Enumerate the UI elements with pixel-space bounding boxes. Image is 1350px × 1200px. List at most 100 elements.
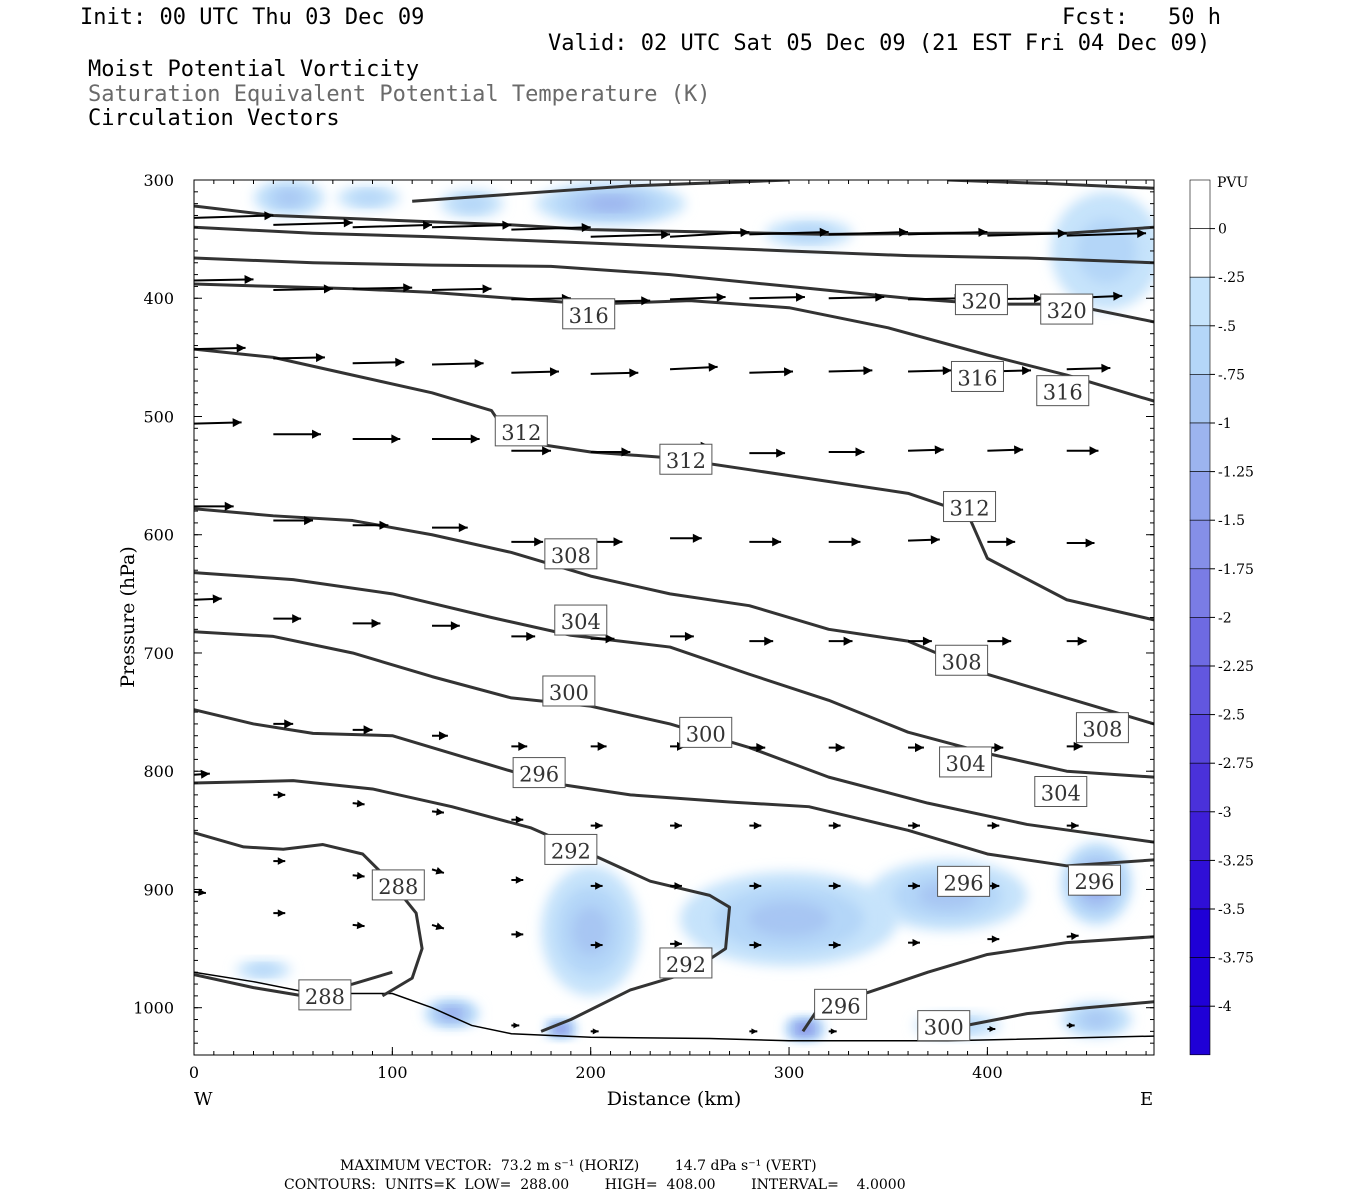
circulation-vector bbox=[511, 297, 571, 301]
circulation-vector bbox=[669, 296, 726, 301]
circulation-vector-head bbox=[1014, 445, 1024, 455]
circulation-vector-head bbox=[312, 429, 321, 439]
y-tick-label: 1000 bbox=[133, 999, 174, 1018]
contour-label: 296 bbox=[821, 994, 861, 1018]
colorbar-swatch bbox=[1189, 617, 1211, 667]
circulation-vector-head bbox=[236, 343, 246, 353]
colorbar-swatch bbox=[1189, 422, 1211, 472]
circulation-vector-head bbox=[1101, 363, 1111, 373]
circulation-vector bbox=[1066, 232, 1147, 237]
circulation-vector-head bbox=[833, 821, 841, 830]
contour-label: 288 bbox=[305, 985, 345, 1009]
circulation-vector-head bbox=[224, 501, 234, 511]
colorbar-label: -3.75 bbox=[1218, 951, 1254, 967]
circulation-vector-head bbox=[482, 284, 492, 294]
field-title-theta-es: Saturation Equivalent Potential Temperat… bbox=[88, 82, 711, 107]
y-tick-label: 600 bbox=[143, 526, 174, 545]
x-tick-label: 100 bbox=[377, 1063, 408, 1082]
circulation-vector-head bbox=[403, 283, 413, 293]
circulation-vector bbox=[352, 223, 433, 229]
y-tick-label: 400 bbox=[143, 289, 174, 308]
x-tick-label: 200 bbox=[575, 1063, 606, 1082]
circulation-vector-head bbox=[1089, 446, 1099, 456]
circulation-vector-head bbox=[613, 537, 623, 547]
circulation-vector bbox=[749, 296, 805, 300]
circulation-vector-head bbox=[1021, 366, 1032, 376]
circulation-vector bbox=[273, 221, 353, 226]
circulation-vector-head bbox=[470, 434, 480, 444]
contour-label-box bbox=[494, 415, 548, 447]
colorbar-swatch bbox=[1189, 762, 1211, 813]
contour-label-box bbox=[544, 538, 598, 570]
theta-es-contour-312 bbox=[194, 347, 1154, 622]
circulation-vector bbox=[590, 233, 671, 238]
pv-blob bbox=[572, 906, 610, 956]
colorbar-label: -1.25 bbox=[1218, 465, 1254, 481]
contour-label-box bbox=[1036, 375, 1090, 407]
contour-label: 304 bbox=[1041, 782, 1081, 806]
circulation-vector-head bbox=[863, 366, 873, 376]
circulation-vector-head bbox=[592, 1028, 599, 1035]
circulation-vector-head bbox=[795, 292, 805, 302]
circulation-vector-head bbox=[1002, 636, 1012, 646]
colorbar-label: -.5 bbox=[1218, 319, 1236, 335]
circulation-vector-head bbox=[740, 228, 750, 238]
contour-label: 316 bbox=[1043, 381, 1083, 405]
x-axis-title: Distance (km) bbox=[607, 1088, 742, 1110]
contour-label: 312 bbox=[949, 497, 989, 521]
circulation-vector-head bbox=[436, 808, 444, 816]
circulation-vector-head bbox=[783, 367, 794, 377]
circulation-vector-head bbox=[1071, 821, 1079, 830]
circulation-vector-head bbox=[1070, 932, 1079, 941]
circulation-vector-head bbox=[978, 227, 988, 237]
circulation-vector-head bbox=[843, 636, 853, 646]
circulation-vector-head bbox=[534, 537, 544, 547]
circulation-vector bbox=[431, 287, 492, 291]
circulation-vector-head bbox=[899, 227, 909, 237]
circulation-vector-head bbox=[198, 888, 206, 897]
pv-blob bbox=[275, 191, 303, 205]
contour-label-box bbox=[935, 644, 989, 676]
contour-label: 304 bbox=[946, 752, 986, 776]
colorbar-swatch bbox=[1189, 374, 1211, 424]
circulation-vector-head bbox=[989, 1026, 996, 1032]
colorbar-swatch bbox=[1189, 228, 1211, 278]
circulation-vector-head bbox=[855, 447, 865, 457]
y-tick-label: 700 bbox=[143, 644, 174, 663]
circulation-vector-head bbox=[674, 940, 682, 948]
circulation-vector-head bbox=[542, 446, 552, 456]
circulation-vector-head bbox=[991, 935, 1000, 943]
circulation-vector bbox=[828, 231, 909, 236]
contour-label-box bbox=[814, 988, 868, 1020]
max-vector-info: MAXIMUM VECTOR: 73.2 m s⁻¹ (HORIZ) 14.7 … bbox=[340, 1158, 817, 1174]
contour-label-box bbox=[943, 491, 997, 523]
y-tick-label: 300 bbox=[143, 171, 174, 190]
circulation-vector-head bbox=[934, 445, 944, 455]
circulation-vector-head bbox=[264, 211, 274, 221]
circulation-vector-head bbox=[764, 636, 774, 646]
circulation-vector bbox=[828, 296, 885, 300]
circulation-vector-head bbox=[435, 866, 444, 875]
circulation-vector-head bbox=[716, 292, 726, 302]
colorbar-label: -1.75 bbox=[1218, 562, 1254, 578]
circulation-vector bbox=[511, 226, 591, 231]
circulation-vector-head bbox=[292, 614, 302, 624]
circulation-vector-head bbox=[660, 230, 671, 240]
theta-es-contour-296 bbox=[194, 708, 1154, 868]
circulation-vector-head bbox=[912, 938, 920, 947]
circulation-vector-head bbox=[629, 368, 639, 378]
circulation-vector-head bbox=[692, 533, 702, 543]
field-title-pv: Moist Potential Vorticity bbox=[88, 57, 420, 82]
circulation-vector-head bbox=[371, 618, 381, 628]
contour-label-box bbox=[542, 675, 596, 707]
circulation-vector-head bbox=[1137, 228, 1147, 239]
contour-label-box bbox=[1067, 864, 1121, 896]
circulation-vector-head bbox=[356, 921, 365, 930]
circulation-vector-head bbox=[833, 882, 841, 890]
circulation-vector bbox=[908, 231, 988, 236]
valid-time: Valid: 02 UTC Sat 05 Dec 09 (21 EST Fri … bbox=[548, 31, 1211, 56]
colorbar-swatch bbox=[1189, 811, 1211, 861]
y-axis-title: Pressure (hPa) bbox=[117, 546, 139, 688]
colorbar-swatch bbox=[1189, 519, 1211, 570]
circulation-vector-head bbox=[315, 353, 325, 363]
